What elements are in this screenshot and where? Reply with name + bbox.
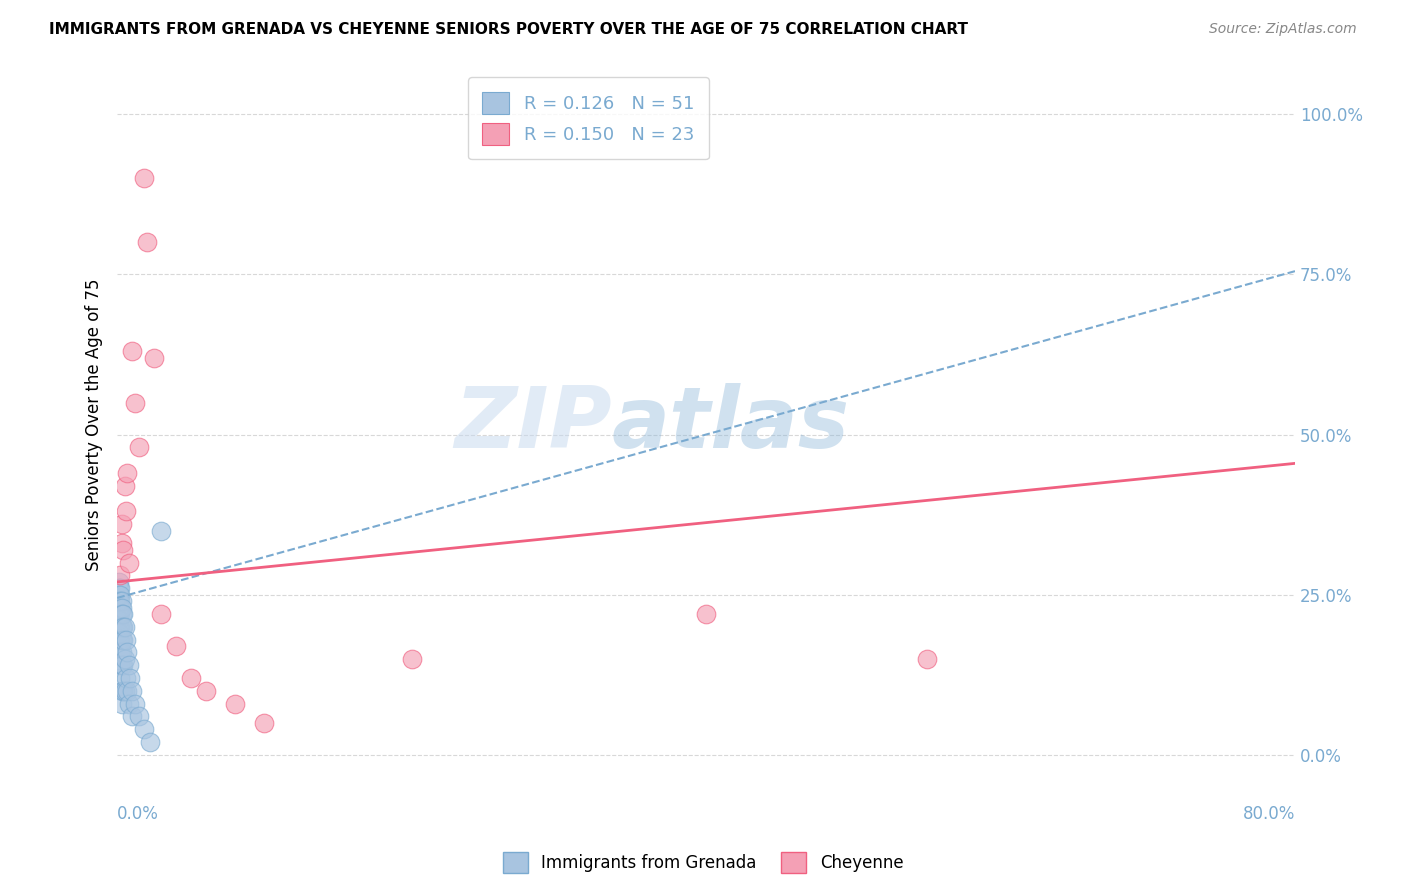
Point — [108, 620, 131, 634]
Point — [150, 524, 173, 538]
Point — [112, 658, 135, 673]
Point — [108, 594, 131, 608]
Point — [108, 600, 131, 615]
Point — [114, 652, 136, 666]
Point — [132, 171, 155, 186]
Point — [108, 582, 131, 596]
Text: 0.0%: 0.0% — [117, 805, 159, 823]
Point — [107, 620, 129, 634]
Text: ZIP: ZIP — [454, 384, 612, 467]
Point — [112, 607, 135, 621]
Legend: Immigrants from Grenada, Cheyenne: Immigrants from Grenada, Cheyenne — [496, 846, 910, 880]
Point — [124, 697, 146, 711]
Point — [108, 632, 131, 647]
Point — [107, 574, 129, 589]
Point — [110, 536, 132, 550]
Point — [108, 645, 131, 659]
Text: atlas: atlas — [612, 384, 851, 467]
Point — [108, 658, 131, 673]
Point — [114, 683, 136, 698]
Point — [107, 613, 129, 627]
Point — [121, 709, 143, 723]
Point — [108, 607, 131, 621]
Point — [107, 582, 129, 596]
Point — [107, 594, 129, 608]
Point — [110, 517, 132, 532]
Point — [112, 620, 135, 634]
Point — [110, 620, 132, 634]
Point — [118, 556, 141, 570]
Point — [118, 658, 141, 673]
Text: 80.0%: 80.0% — [1243, 805, 1295, 823]
Point — [115, 632, 138, 647]
Point — [110, 594, 132, 608]
Point — [224, 697, 246, 711]
Point — [117, 645, 139, 659]
Text: Source: ZipAtlas.com: Source: ZipAtlas.com — [1209, 22, 1357, 37]
Point — [110, 632, 132, 647]
Point — [253, 715, 276, 730]
Point — [117, 683, 139, 698]
Legend: R = 0.126   N = 51, R = 0.150   N = 23: R = 0.126 N = 51, R = 0.150 N = 23 — [468, 78, 709, 160]
Point — [143, 351, 166, 365]
Point — [107, 626, 129, 640]
Point — [124, 395, 146, 409]
Point — [132, 723, 155, 737]
Point — [110, 645, 132, 659]
Point — [107, 607, 129, 621]
Text: IMMIGRANTS FROM GRENADA VS CHEYENNE SENIORS POVERTY OVER THE AGE OF 75 CORRELATI: IMMIGRANTS FROM GRENADA VS CHEYENNE SENI… — [49, 22, 969, 37]
Point — [915, 652, 938, 666]
Point — [117, 466, 139, 480]
Point — [107, 588, 129, 602]
Point — [150, 607, 173, 621]
Point — [110, 697, 132, 711]
Y-axis label: Seniors Poverty Over the Age of 75: Seniors Poverty Over the Age of 75 — [86, 278, 103, 571]
Point — [108, 671, 131, 685]
Point — [120, 671, 142, 685]
Point — [114, 620, 136, 634]
Point — [110, 607, 132, 621]
Point — [112, 542, 135, 557]
Point — [401, 652, 423, 666]
Point — [112, 632, 135, 647]
Point — [180, 671, 202, 685]
Point — [128, 709, 150, 723]
Point — [115, 504, 138, 518]
Point — [108, 568, 131, 582]
Point — [695, 607, 717, 621]
Point — [107, 632, 129, 647]
Point — [108, 588, 131, 602]
Point — [194, 683, 217, 698]
Point — [112, 683, 135, 698]
Point — [107, 600, 129, 615]
Point — [110, 683, 132, 698]
Point — [121, 344, 143, 359]
Point — [118, 697, 141, 711]
Point — [114, 479, 136, 493]
Point — [135, 235, 157, 250]
Point — [128, 441, 150, 455]
Point — [165, 639, 187, 653]
Point — [110, 600, 132, 615]
Point — [138, 735, 160, 749]
Point — [115, 671, 138, 685]
Point — [121, 683, 143, 698]
Point — [110, 658, 132, 673]
